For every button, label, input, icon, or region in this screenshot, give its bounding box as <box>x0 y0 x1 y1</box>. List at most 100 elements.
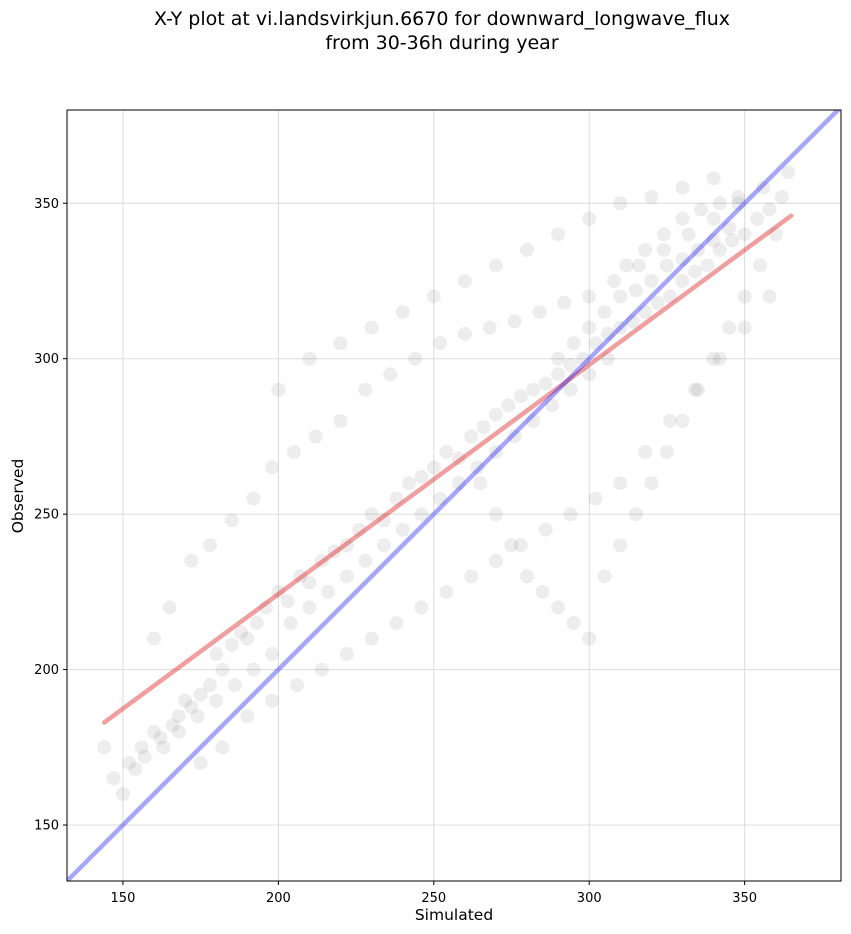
y-axis-ticks: 150 200 250 300 350 <box>34 197 67 834</box>
data-point-194 <box>768 227 783 242</box>
data-point-68 <box>246 491 261 506</box>
data-point-45 <box>563 357 578 372</box>
data-point-104 <box>513 538 528 553</box>
data-point-44 <box>551 367 566 382</box>
data-point-43 <box>538 376 553 391</box>
data-point-174 <box>134 740 149 755</box>
data-point-72 <box>333 413 348 428</box>
data-point-116 <box>302 351 317 366</box>
data-point-167 <box>265 647 280 662</box>
data-point-89 <box>756 180 771 195</box>
data-point-37 <box>464 429 479 444</box>
data-point-78 <box>482 320 497 335</box>
data-point-65 <box>184 553 199 568</box>
data-point-157 <box>451 476 466 491</box>
data-point-88 <box>731 196 746 211</box>
data-point-6 <box>147 724 162 739</box>
data-point-131 <box>566 336 581 351</box>
data-point-63 <box>147 631 162 646</box>
data-point-64 <box>162 600 177 615</box>
data-point-59 <box>737 227 752 242</box>
data-point-193 <box>753 258 768 273</box>
data-point-129 <box>706 171 721 186</box>
fit-line <box>102 213 794 725</box>
data-point-91 <box>193 755 208 770</box>
data-point-55 <box>687 264 702 279</box>
data-point-30 <box>377 513 392 528</box>
data-point-117 <box>333 336 348 351</box>
data-point-190 <box>706 351 721 366</box>
data-point-150 <box>582 367 597 382</box>
data-point-76 <box>433 336 448 351</box>
data-point-140 <box>706 233 721 248</box>
data-point-99 <box>389 615 404 630</box>
data-point-189 <box>691 382 706 397</box>
data-point-24 <box>302 575 317 590</box>
data-point-36 <box>451 451 466 466</box>
data-point-70 <box>286 444 301 459</box>
data-point-7 <box>156 740 171 755</box>
data-point-67 <box>224 513 239 528</box>
data-point-134 <box>613 289 628 304</box>
x-tick-label-4: 350 <box>732 891 757 906</box>
data-point-47 <box>588 336 603 351</box>
data-point-71 <box>308 429 323 444</box>
data-point-34 <box>426 460 441 475</box>
data-point-1 <box>106 771 121 786</box>
data-point-54 <box>675 273 690 288</box>
data-point-98 <box>364 631 379 646</box>
data-point-151 <box>563 382 578 397</box>
data-point-96 <box>314 662 329 677</box>
data-point-4 <box>128 762 143 777</box>
data-point-17 <box>234 625 249 640</box>
data-point-126 <box>613 196 628 211</box>
y-tick-label-4: 350 <box>34 197 59 212</box>
data-point-74 <box>383 367 398 382</box>
data-point-186 <box>644 476 659 491</box>
data-point-132 <box>582 320 597 335</box>
data-point-66 <box>202 538 217 553</box>
data-point-115 <box>271 382 286 397</box>
data-point-181 <box>566 615 581 630</box>
data-point-112 <box>712 351 727 366</box>
chart-subtitle: from 30-36h during year <box>325 32 558 54</box>
data-point-94 <box>265 693 280 708</box>
identity-line <box>67 110 841 881</box>
data-points <box>97 165 796 801</box>
data-point-10 <box>178 693 193 708</box>
data-point-46 <box>576 351 590 366</box>
data-point-105 <box>538 522 553 537</box>
data-point-85 <box>656 242 671 257</box>
data-point-108 <box>613 476 628 491</box>
data-point-191 <box>722 320 737 335</box>
data-point-169 <box>227 678 242 693</box>
chart-title: X-Y plot at vi.landsvirkjun.6670 for dow… <box>154 8 730 30</box>
data-point-69 <box>265 460 280 475</box>
data-point-41 <box>513 389 528 404</box>
x-tick-label-3: 300 <box>577 891 602 906</box>
data-point-185 <box>628 507 643 522</box>
data-point-23 <box>293 569 308 584</box>
data-point-145 <box>675 211 690 226</box>
data-point-173 <box>153 730 168 745</box>
data-point-179 <box>535 584 550 599</box>
data-point-19 <box>249 615 264 630</box>
plot-frame <box>66 109 842 882</box>
data-point-58 <box>725 233 740 248</box>
x-tick-label-0: 150 <box>111 891 136 906</box>
data-point-130 <box>551 351 566 366</box>
data-point-148 <box>731 190 746 205</box>
data-point-53 <box>663 289 678 304</box>
data-point-13 <box>202 678 217 693</box>
data-point-122 <box>488 258 503 273</box>
data-point-27 <box>339 538 354 553</box>
x-tick-label-2: 250 <box>421 891 446 906</box>
data-point-86 <box>681 227 696 242</box>
data-point-156 <box>470 460 485 475</box>
data-point-49 <box>613 320 628 335</box>
data-point-97 <box>339 647 354 662</box>
data-point-57 <box>712 242 727 257</box>
data-point-177 <box>504 538 519 553</box>
